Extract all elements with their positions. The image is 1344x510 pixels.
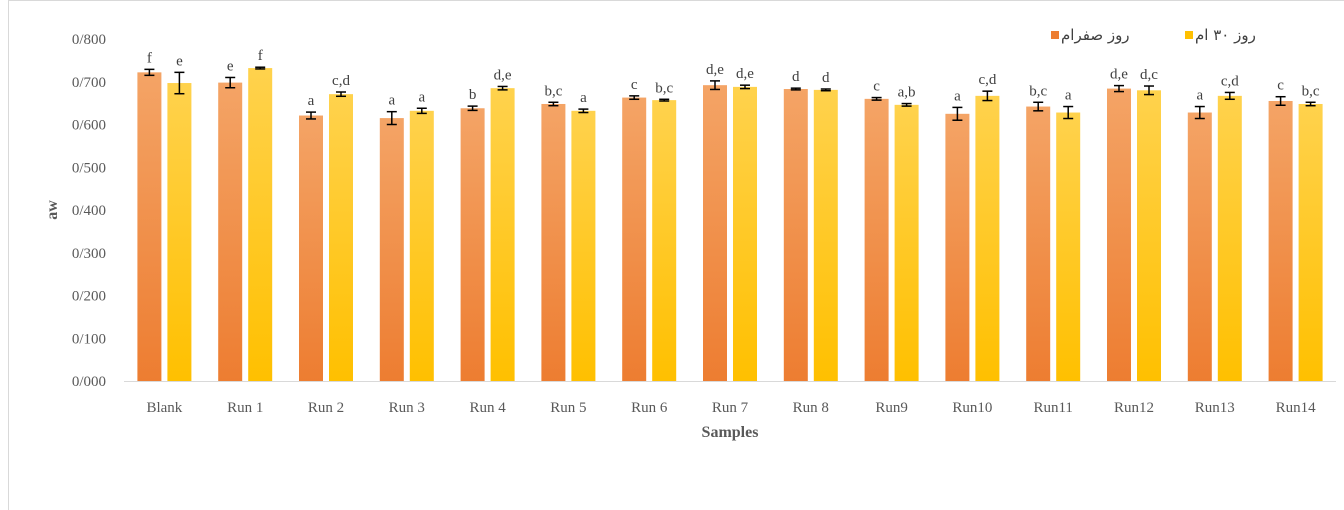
chart-frame — [8, 0, 1344, 510]
significance-label: a — [418, 89, 425, 105]
bar — [1137, 90, 1161, 382]
bar — [248, 68, 273, 381]
bar — [218, 82, 243, 381]
significance-label: d,c — [1140, 67, 1158, 83]
significance-label: c — [873, 79, 880, 95]
significance-label: a — [1065, 88, 1072, 104]
legend-label: روز صفرام — [1061, 26, 1130, 44]
bar — [622, 97, 647, 381]
legend-label: روز ۳۰ ام — [1195, 26, 1256, 44]
bar — [1026, 106, 1051, 382]
significance-label: b,c — [1029, 83, 1047, 99]
x-tick-label: Run 5 — [550, 400, 586, 416]
significance-label: e — [176, 53, 183, 69]
significance-label: d — [822, 70, 830, 86]
bar — [1268, 100, 1293, 382]
y-axis-ticks: 0/000 0/100 0/200 0/300 0/400 0/500 0/600 0/700… — [72, 32, 106, 390]
bar — [1056, 112, 1081, 381]
bar — [703, 85, 727, 382]
significance-label: a — [580, 90, 587, 106]
x-tick-label: Run 2 — [308, 400, 344, 416]
significance-label: a — [388, 93, 395, 109]
bar — [733, 86, 757, 381]
y-tick-label: 0/100 — [72, 331, 106, 347]
significance-label: f — [258, 48, 263, 64]
significance-label: f — [147, 50, 152, 66]
y-axis-title: aw — [44, 200, 61, 220]
bar — [1298, 103, 1323, 381]
significance-label: c,d — [332, 73, 350, 89]
bar — [945, 113, 970, 381]
significance-label: b — [469, 87, 477, 103]
bar — [1217, 95, 1242, 382]
x-tick-label: Run10 — [952, 400, 992, 416]
x-axis-ticks: Blank Run 1 Run 2 Run 3 Run 4 Run 5 Run 6 Run 7… — [146, 400, 1316, 416]
y-tick-label: 0/700 — [72, 75, 106, 91]
bar — [409, 110, 434, 381]
significance-label: d,e — [1110, 67, 1128, 83]
bar — [571, 110, 596, 381]
bar — [894, 104, 919, 382]
x-tick-label: Run 7 — [712, 400, 749, 416]
significance-label: d — [792, 69, 800, 85]
y-tick-label: 0/600 — [72, 118, 106, 134]
legend: روز صفرام روز ۳۰ ام — [1051, 26, 1256, 44]
bar — [167, 83, 192, 381]
bar — [652, 100, 677, 381]
legend-swatch — [1051, 31, 1059, 39]
significance-label: d,e — [736, 66, 754, 82]
bar — [490, 88, 515, 381]
y-tick-label: 0/800 — [72, 32, 106, 48]
x-tick-label: Blank — [146, 400, 182, 416]
x-axis-title: Samples — [702, 424, 759, 441]
x-tick-label: Run14 — [1276, 400, 1317, 416]
bar — [299, 115, 323, 382]
significance-label: b,c — [544, 83, 562, 99]
y-tick-label: 0/200 — [72, 289, 106, 305]
bar — [137, 72, 162, 381]
bar — [460, 108, 485, 381]
significance-label: d,e — [706, 62, 724, 78]
bar — [1107, 88, 1131, 381]
x-tick-label: Run 6 — [631, 400, 668, 416]
significance-label: c,d — [978, 72, 996, 88]
bar — [379, 118, 404, 382]
legend-swatch — [1185, 31, 1193, 39]
significance-label: b,c — [655, 80, 673, 96]
x-tick-label: Run13 — [1195, 400, 1235, 416]
significance-label: c — [631, 77, 638, 93]
x-tick-label: Run12 — [1114, 400, 1154, 416]
significance-label: a — [1196, 88, 1203, 104]
significance-label: a,b — [898, 85, 916, 101]
x-tick-label: Run11 — [1033, 400, 1072, 416]
significance-label: a — [308, 93, 315, 109]
bar — [783, 89, 808, 381]
bar — [329, 94, 353, 382]
x-tick-label: Run9 — [875, 400, 908, 416]
bars: f e e f a c,d a a b d,e b,c a c b,c d,e d,e d d c a,b a c,d b,… — [137, 48, 1323, 382]
bar — [975, 95, 1000, 382]
x-tick-label: Run 1 — [227, 400, 263, 416]
significance-label: b,c — [1302, 83, 1320, 99]
bar — [813, 89, 838, 381]
x-tick-label: Run 4 — [469, 400, 506, 416]
bar — [541, 103, 566, 381]
y-tick-label: 0/400 — [72, 203, 106, 219]
x-tick-label: Run 3 — [389, 400, 425, 416]
y-tick-label: 0/500 — [72, 160, 106, 176]
significance-label: c,d — [1221, 73, 1239, 89]
significance-label: c — [1277, 78, 1284, 94]
bar — [1187, 112, 1212, 381]
y-tick-label: 0/000 — [72, 374, 106, 390]
y-tick-label: 0/300 — [72, 246, 106, 262]
bar — [864, 98, 889, 381]
significance-label: d,e — [494, 67, 512, 83]
significance-label: a — [954, 88, 961, 104]
x-tick-label: Run 8 — [793, 400, 829, 416]
significance-label: e — [227, 58, 234, 74]
